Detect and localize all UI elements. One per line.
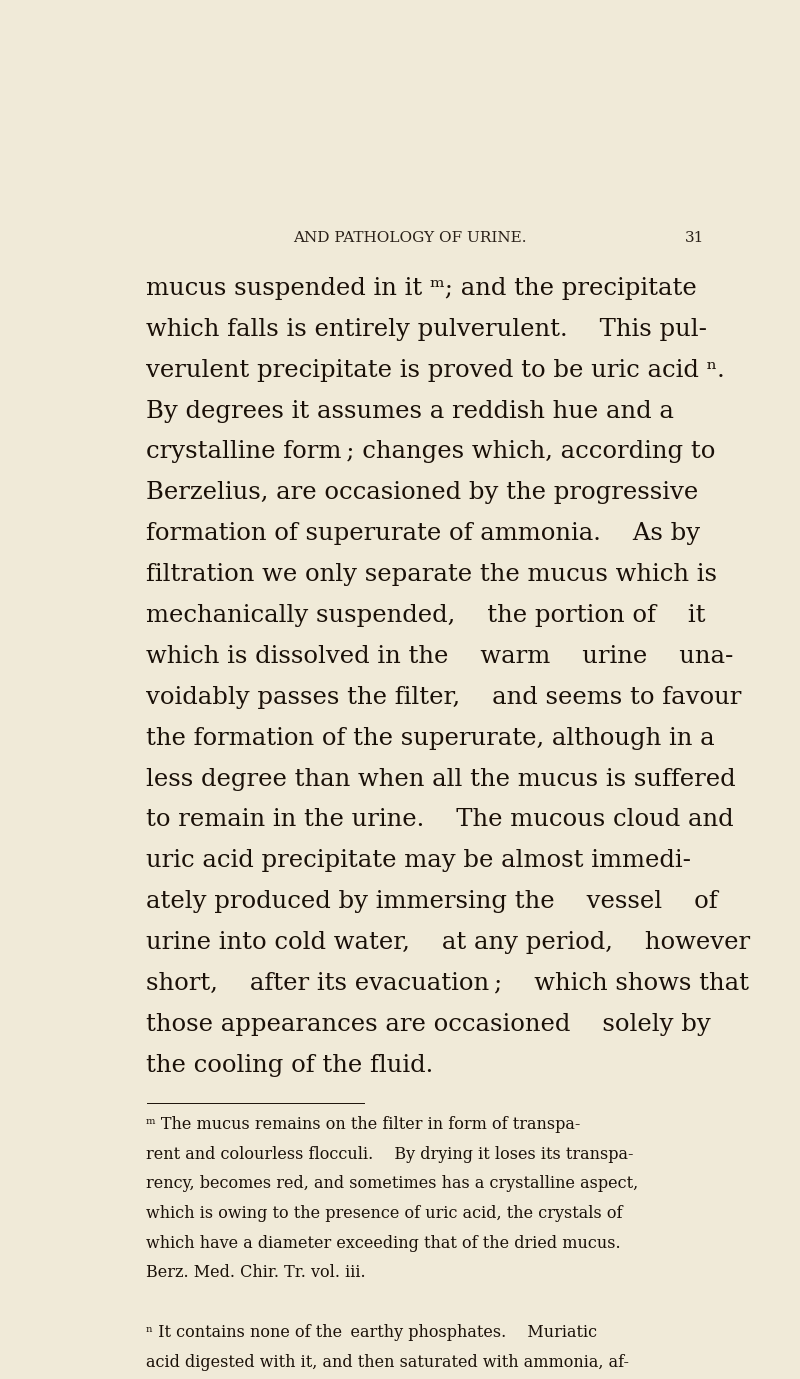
Text: Berz. Med. Chir. Tr. vol. iii.: Berz. Med. Chir. Tr. vol. iii. xyxy=(146,1265,366,1281)
Text: which is dissolved in the  warm  urine  una-: which is dissolved in the warm urine una… xyxy=(146,645,734,667)
Text: ⁿ It contains none of the  earthy phosphates.  Muriatic: ⁿ It contains none of the earthy phospha… xyxy=(146,1324,598,1340)
Text: which is owing to the presence of uric acid, the crystals of: which is owing to the presence of uric a… xyxy=(146,1205,623,1222)
Text: crystalline form ; changes which, according to: crystalline form ; changes which, accord… xyxy=(146,440,716,463)
Text: the cooling of the fluid.: the cooling of the fluid. xyxy=(146,1054,434,1077)
Text: rent and colourless flocculi.  By drying it loses its transpa-: rent and colourless flocculi. By drying … xyxy=(146,1146,634,1162)
Text: filtration we only separate the mucus which is: filtration we only separate the mucus wh… xyxy=(146,563,718,586)
Text: Berzelius, are occasioned by the progressive: Berzelius, are occasioned by the progres… xyxy=(146,481,698,505)
Text: mechanically suspended,  the portion of  it: mechanically suspended, the portion of i… xyxy=(146,604,706,627)
Text: which have a diameter exceeding that of the dried mucus.: which have a diameter exceeding that of … xyxy=(146,1234,621,1252)
Text: less degree than when all the mucus is suffered: less degree than when all the mucus is s… xyxy=(146,768,736,790)
Text: 31: 31 xyxy=(685,232,705,245)
Text: ᵐ The mucus remains on the filter in form of transpa-: ᵐ The mucus remains on the filter in for… xyxy=(146,1116,581,1132)
Text: mucus suspended in it ᵐ; and the precipitate: mucus suspended in it ᵐ; and the precipi… xyxy=(146,277,698,301)
Text: short,  after its evacuation ;  which shows that: short, after its evacuation ; which show… xyxy=(146,972,750,994)
Text: voidably passes the filter,  and seems to favour: voidably passes the filter, and seems to… xyxy=(146,685,742,709)
Text: the formation of the superurate, although in a: the formation of the superurate, althoug… xyxy=(146,727,715,750)
Text: which falls is entirely pulverulent.  This pul-: which falls is entirely pulverulent. Thi… xyxy=(146,317,707,341)
Text: ately produced by immersing the  vessel  of: ately produced by immersing the vessel o… xyxy=(146,891,718,913)
Text: rency, becomes red, and sometimes has a crystalline aspect,: rency, becomes red, and sometimes has a … xyxy=(146,1175,638,1193)
Text: By degrees it assumes a reddish hue and a: By degrees it assumes a reddish hue and … xyxy=(146,400,674,422)
Text: to remain in the urine.  The mucous cloud and: to remain in the urine. The mucous cloud… xyxy=(146,808,734,832)
Text: those appearances are occasioned  solely by: those appearances are occasioned solely … xyxy=(146,1012,711,1036)
Text: formation of superurate of ammonia.  As by: formation of superurate of ammonia. As b… xyxy=(146,523,701,545)
Text: uric acid precipitate may be almost immedi-: uric acid precipitate may be almost imme… xyxy=(146,849,691,873)
Text: urine into cold water,  at any period,  however: urine into cold water, at any period, ho… xyxy=(146,931,750,954)
Text: acid digested with it, and then saturated with ammonia, af-: acid digested with it, and then saturate… xyxy=(146,1354,630,1371)
Text: AND PATHOLOGY OF URINE.: AND PATHOLOGY OF URINE. xyxy=(294,232,526,245)
Text: verulent precipitate is proved to be uric acid ⁿ.: verulent precipitate is proved to be uri… xyxy=(146,359,726,382)
